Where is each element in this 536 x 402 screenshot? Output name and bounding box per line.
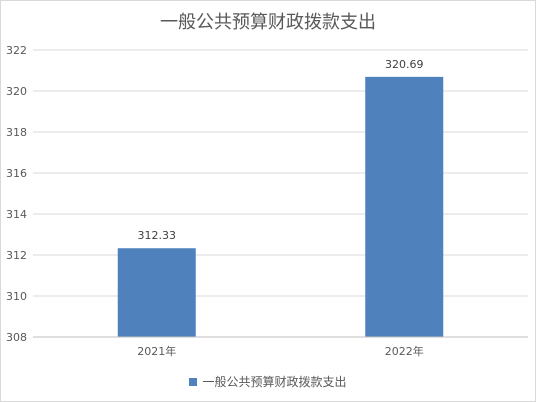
x-tick-label: 2021年 xyxy=(137,344,176,358)
y-tick-label: 314 xyxy=(6,208,27,221)
y-tick-label: 308 xyxy=(6,331,27,344)
x-tick-label: 2022年 xyxy=(385,344,424,358)
legend-swatch xyxy=(189,377,198,386)
y-tick-label: 310 xyxy=(6,290,27,303)
data-label: 312.33 xyxy=(138,229,177,242)
data-label: 320.69 xyxy=(385,58,424,71)
chart-title: 一般公共预算财政拨款支出 xyxy=(160,12,376,33)
legend-label: 一般公共预算财政拨款支出 xyxy=(202,375,347,389)
y-tick-label: 320 xyxy=(6,85,27,98)
legend: 一般公共预算财政拨款支出 xyxy=(0,373,536,390)
y-tick-label: 316 xyxy=(6,167,27,180)
y-tick-label: 318 xyxy=(6,126,27,139)
y-tick-label: 312 xyxy=(6,249,27,262)
bar xyxy=(117,248,196,337)
bar xyxy=(365,76,444,337)
y-tick-label: 322 xyxy=(6,44,27,57)
